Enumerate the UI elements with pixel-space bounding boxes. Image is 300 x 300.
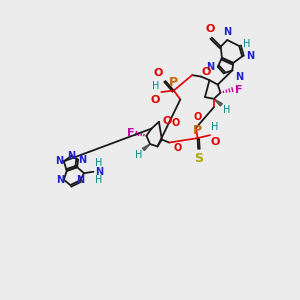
Text: F: F: [235, 85, 242, 95]
Text: N: N: [78, 154, 86, 164]
Text: H: H: [95, 158, 102, 168]
Text: H: H: [243, 40, 250, 50]
Text: N: N: [56, 175, 64, 185]
Text: O: O: [193, 112, 201, 122]
Polygon shape: [214, 99, 222, 106]
Text: N: N: [76, 175, 84, 185]
Text: N: N: [206, 62, 214, 72]
Text: O: O: [174, 143, 182, 153]
Text: O: O: [202, 67, 211, 76]
Text: N: N: [95, 167, 103, 177]
Text: O: O: [211, 136, 220, 147]
Text: H: H: [135, 150, 142, 160]
Text: S: S: [194, 152, 203, 165]
Text: F: F: [127, 128, 134, 138]
Text: H: H: [152, 81, 160, 91]
Text: H: H: [223, 105, 230, 116]
Text: P: P: [169, 76, 178, 89]
Text: P: P: [193, 124, 202, 136]
Text: H: H: [211, 122, 218, 132]
Text: H: H: [95, 175, 102, 185]
Text: O: O: [163, 116, 172, 126]
Text: O: O: [172, 118, 180, 128]
Text: N: N: [67, 151, 75, 161]
Text: N: N: [246, 51, 254, 62]
Text: N: N: [235, 72, 243, 82]
Text: O: O: [150, 95, 160, 105]
Text: N: N: [55, 156, 63, 166]
Text: O: O: [154, 68, 163, 78]
Text: N: N: [223, 27, 231, 37]
Polygon shape: [142, 144, 150, 151]
Text: O: O: [206, 24, 215, 34]
